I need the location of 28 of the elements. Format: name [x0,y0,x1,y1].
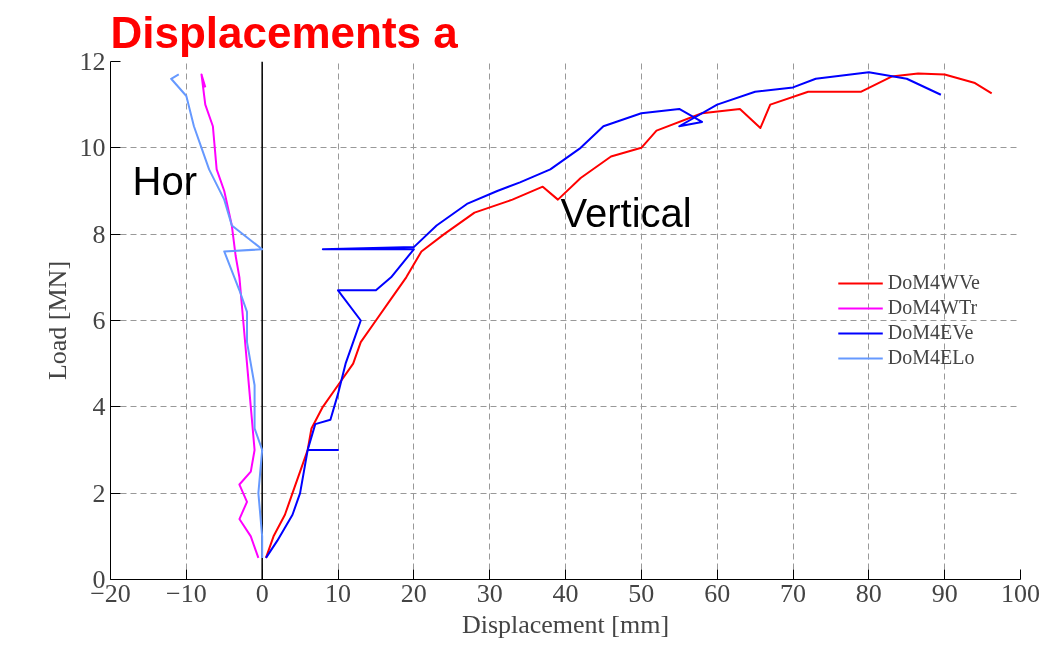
x-tick-label: 100 [1001,578,1040,608]
y-tick-label: 2 [92,478,106,508]
x-axis-title: Displacement [mm] [461,609,670,639]
x-tick-label: 10 [325,578,351,608]
y-axis-title: Load [MN] [42,260,72,381]
y-tick-label: 10 [79,133,106,163]
x-tick-label: 40 [552,578,579,608]
x-tick-label: 0 [255,578,269,608]
x-tick-label: 20 [400,578,427,608]
x-tick-label: 30 [476,578,503,608]
x-tick-label: 60 [704,578,731,608]
legend-label: DoM4WTr [887,296,978,319]
legend-label: DoM4WVe [887,271,980,294]
x-tick-label: 90 [931,578,958,608]
line-series [200,73,260,559]
legend-label: DoM4ELo [887,346,975,369]
chart-title: Displacements a [110,7,459,57]
x-tick-label: −10 [166,578,207,608]
annotation: Hor [132,158,197,203]
y-tick-label: 4 [92,392,106,422]
annotation: Vertical [560,190,692,235]
x-tick-label: 70 [780,578,806,608]
x-tick-label: 50 [628,578,655,608]
x-tick-label: 80 [855,578,882,608]
y-tick-label: 12 [79,47,106,76]
legend-label: DoM4EVe [887,321,974,344]
y-tick-label: 6 [92,306,106,335]
y-tick-label: 8 [92,219,106,249]
